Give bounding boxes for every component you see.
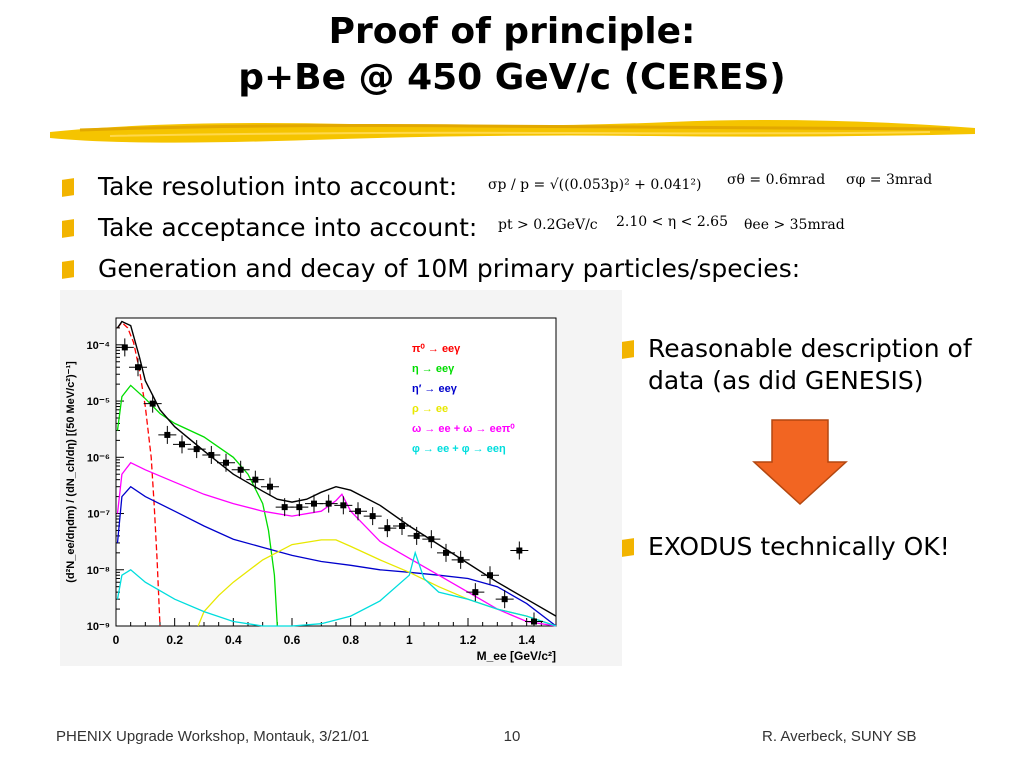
data-point <box>193 446 200 453</box>
data-point <box>384 525 391 532</box>
data-point <box>501 596 508 603</box>
data-point <box>208 451 215 458</box>
title-line-1: Proof of principle: <box>328 11 696 52</box>
bullet-acceptance: Take acceptance into account: <box>62 213 477 243</box>
data-point <box>179 441 185 448</box>
mass-spectrum-chart: 0 0.2 0.4 0.6 0.8 1 1.2 1.4 10⁻⁹ 10⁻⁸ 10⁻⁷ 10⁻⁶ 10⁻⁵… <box>65 317 557 663</box>
bullet-resolution: Take resolution into account: <box>62 172 457 202</box>
series-line-2 <box>116 485 557 627</box>
data-point <box>296 504 303 511</box>
bullet-square-icon <box>62 218 74 238</box>
plot-frame <box>115 317 557 627</box>
data-point <box>340 502 347 509</box>
right-bullet-description: Reasonable description of data (as did G… <box>622 333 988 397</box>
data-point <box>237 466 244 473</box>
right-bullet-text: EXODUS technically OK! <box>648 532 950 561</box>
bullet-generation: Generation and decay of 10M primary part… <box>62 254 800 284</box>
data-point <box>399 523 405 530</box>
data-point <box>472 589 479 596</box>
series-line-0 <box>116 321 161 627</box>
data-point <box>369 513 376 520</box>
series-line-1 <box>116 384 278 627</box>
right-bullet-text: Reasonable description of data (as did G… <box>648 334 972 395</box>
x-tick-label: 1 <box>406 633 413 647</box>
x-tick-label: 0.2 <box>166 633 183 647</box>
data-point <box>149 400 156 407</box>
data-point <box>252 476 259 483</box>
data-point <box>516 547 523 554</box>
data-point <box>325 500 332 507</box>
bullet-text: Take resolution into account: <box>98 172 458 201</box>
x-tick-label: 0 <box>113 633 120 647</box>
bullet-text: Generation and decay of 10M primary part… <box>98 254 801 283</box>
data-point <box>443 549 449 556</box>
title-line-2: p+Be @ 450 GeV/c (CERES) <box>238 57 786 98</box>
chart-panel: 0 0.2 0.4 0.6 0.8 1 1.2 1.4 10⁻⁹ 10⁻⁸ 10⁻⁷ 10⁻⁶ 10⁻⁵… <box>60 290 622 666</box>
bullet-square-icon <box>62 259 74 279</box>
footer-left: PHENIX Upgrade Workshop, Montauk, 3/21/0… <box>56 728 370 745</box>
y-tick-label: 10⁻⁹ <box>87 621 110 633</box>
x-tick-label: 0.6 <box>284 633 301 647</box>
legend-entry-5: φ → ee + φ → eeη <box>412 443 506 455</box>
data-point <box>413 532 420 539</box>
legend-entry-2: η′ → eeγ <box>412 383 458 395</box>
y-tick-label: 10⁻⁸ <box>87 565 110 577</box>
legend-entry-0: π⁰ → eeγ <box>412 343 461 355</box>
formula-pt-cut: pt > 0.2GeV/c <box>498 217 598 233</box>
data-point <box>457 556 464 563</box>
x-axis-label: M_ee [GeV/c²] <box>477 649 556 663</box>
data-point <box>164 431 171 438</box>
data-point <box>135 364 141 371</box>
bullet-square-icon <box>622 538 634 557</box>
data-point <box>267 483 273 490</box>
data-point <box>355 508 361 515</box>
bullet-text: Take acceptance into account: <box>98 213 478 242</box>
x-tick-label: 1.4 <box>518 633 535 647</box>
brush-stroke-divider <box>50 120 975 143</box>
data-point <box>531 618 537 625</box>
data-point <box>311 500 317 507</box>
formula-theta-ee-cut: θee > 35mrad <box>744 217 845 233</box>
data-point <box>121 344 128 351</box>
footer-right: R. Averbeck, SUNY SB <box>762 728 917 745</box>
right-bullet-exodus: EXODUS technically OK! <box>622 531 950 563</box>
y-tick-label: 10⁻⁵ <box>87 396 110 408</box>
formula-eta-cut: 2.10 < η < 2.65 <box>616 214 728 230</box>
formula-phi-resolution: σφ = 3mrad <box>846 172 933 188</box>
y-axis-label: (d²N_ee/dηdm) / (dN_ch/dη) [(50 MeV/c²)⁻… <box>65 361 77 583</box>
x-tick-label: 1.2 <box>460 633 477 647</box>
data-point <box>487 572 493 579</box>
legend-entry-1: η → eeγ <box>412 363 455 375</box>
x-tick-label: 0.4 <box>225 633 242 647</box>
data-point <box>281 504 288 511</box>
series-line-5 <box>116 550 557 627</box>
legend-entry-3: ρ → ee <box>412 403 448 415</box>
bullet-square-icon <box>62 177 74 197</box>
bullet-square-icon <box>622 340 634 359</box>
legend-entry-4: ω → ee + ω → eeπ⁰ <box>412 423 515 435</box>
formula-momentum-resolution: σp / p = √((0.053p)² + 0.041²) <box>488 177 702 193</box>
y-tick-label: 10⁻⁷ <box>87 509 110 521</box>
y-tick-label: 10⁻⁶ <box>87 452 110 464</box>
down-arrow-icon <box>752 419 848 506</box>
y-tick-label: 10⁻⁴ <box>87 340 110 352</box>
formula-theta-resolution: σθ = 0.6mrad <box>727 172 826 188</box>
footer-page-number: 10 <box>503 728 521 745</box>
data-point <box>428 536 435 543</box>
x-tick-label: 0.8 <box>342 633 359 647</box>
data-point <box>223 459 229 466</box>
